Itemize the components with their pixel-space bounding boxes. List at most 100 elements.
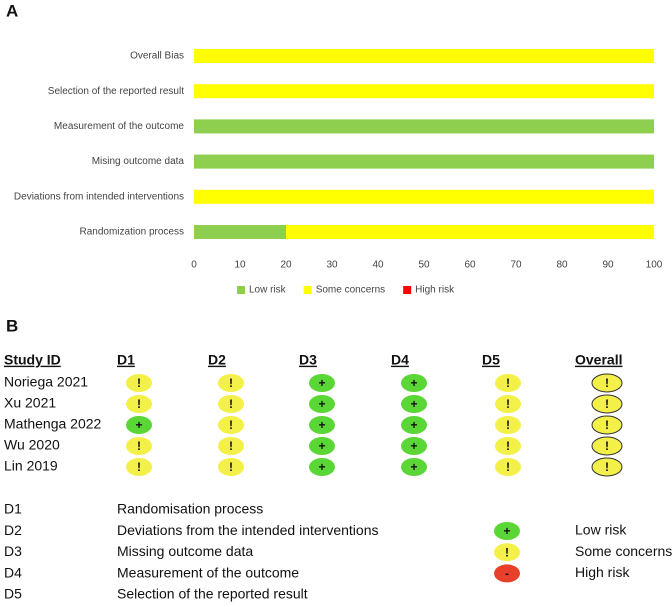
domain-text: Measurement of the outcome: [117, 564, 299, 580]
domain-code: D4: [4, 564, 22, 580]
domain-text: Selection of the reported result: [117, 586, 308, 602]
bar-segment: [286, 225, 654, 239]
bar-segment: [194, 84, 654, 99]
judgement-text: !: [605, 439, 609, 453]
table-header: Overall: [575, 352, 622, 368]
domain-code: D5: [4, 586, 22, 602]
y-tick-label: Selection of the reported result: [48, 86, 184, 97]
x-tick-label: 10: [234, 260, 246, 271]
judgement-text: !: [506, 460, 510, 474]
study-id: Mathenga 2022: [4, 416, 102, 432]
judgement-symbol: [401, 437, 427, 455]
domain-code: D1: [4, 501, 22, 517]
bar-segment: [194, 154, 654, 169]
judgement-text: -: [505, 567, 509, 581]
judgement-symbol: [401, 374, 427, 392]
judgement-label: Some concerns: [575, 543, 672, 559]
x-tick-label: 60: [464, 260, 476, 271]
legend-label: High risk: [415, 285, 455, 296]
judgement-text: !: [137, 376, 141, 390]
y-tick-label: Randomization process: [80, 227, 185, 238]
judgement-symbol: [218, 416, 244, 434]
judgement-symbol: [495, 458, 521, 476]
legend-swatch: [303, 286, 312, 294]
judgement-text: +: [410, 418, 417, 432]
legend-swatch: [403, 286, 412, 294]
judgement-text: !: [506, 439, 510, 453]
judgement-text: !: [605, 376, 609, 390]
judgement-text: !: [506, 397, 510, 411]
judgement-text: !: [605, 460, 609, 474]
judgement-symbol: [126, 416, 152, 434]
x-tick-label: 20: [280, 260, 292, 271]
judgement-text: +: [318, 460, 325, 474]
judgement-symbol: [218, 395, 244, 413]
study-id: Noriega 2021: [4, 374, 88, 390]
judgement-text: +: [318, 418, 325, 432]
judgement-symbol: [309, 437, 335, 455]
judgement-text: +: [318, 376, 325, 390]
judgement-text: !: [229, 418, 233, 432]
judgement-text: !: [137, 397, 141, 411]
table-header: Study ID: [4, 352, 61, 368]
x-tick-label: 70: [510, 260, 522, 271]
y-tick-label: Deviations from intended interventions: [14, 191, 184, 202]
judgement-text: !: [605, 418, 609, 432]
judgement-symbol: [494, 564, 520, 583]
judgement-text: +: [135, 418, 142, 432]
judgement-symbol: [591, 373, 623, 393]
judgement-symbol: [494, 522, 520, 540]
table-header: D2: [208, 352, 226, 368]
table-header: D1: [117, 352, 135, 368]
y-tick-label: Mising outcome data: [92, 156, 185, 167]
judgement-text: +: [410, 397, 417, 411]
judgement-text: +: [410, 439, 417, 453]
judgement-text: !: [229, 460, 233, 474]
judgement-text: +: [410, 460, 417, 474]
y-tick-label: Overall Bias: [130, 51, 184, 62]
judgement-text: !: [506, 418, 510, 432]
judgement-symbol: [126, 395, 152, 413]
judgement-symbol: [495, 374, 521, 392]
judgement-text: +: [318, 439, 325, 453]
judgement-symbol: [494, 543, 520, 562]
judgement-symbol: [126, 458, 152, 476]
judgement-text: +: [318, 397, 325, 411]
judgement-text: !: [605, 397, 609, 411]
judgement-symbol: [218, 437, 244, 455]
judgement-text: !: [229, 397, 233, 411]
x-tick-label: 90: [602, 260, 614, 271]
domain-code: D2: [4, 522, 22, 538]
bar-segment: [194, 119, 654, 134]
judgement-symbol: [218, 374, 244, 392]
bar-segment: [194, 225, 286, 239]
judgement-text: !: [137, 439, 141, 453]
judgement-text: !: [505, 545, 509, 559]
judgement-symbol: [495, 437, 521, 455]
judgement-symbol: [591, 415, 623, 435]
judgement-text: !: [137, 460, 141, 474]
judgement-text: !: [229, 376, 233, 390]
legend-swatch: [237, 286, 245, 294]
judgement-text: !: [229, 439, 233, 453]
panel-label: A: [6, 1, 18, 20]
table-header: D5: [482, 352, 500, 368]
judgement-symbol: [591, 436, 623, 456]
judgement-symbol: [309, 395, 335, 413]
x-tick-label: 40: [372, 260, 384, 271]
domain-text: Missing outcome data: [117, 543, 253, 559]
table-header: D3: [299, 352, 317, 368]
x-tick-label: 30: [326, 260, 338, 271]
legend-label: Low risk: [249, 285, 287, 296]
judgement-symbol: [126, 374, 152, 392]
domain-text: Randomisation process: [117, 501, 263, 517]
table-header: D4: [391, 352, 409, 368]
judgement-symbol: [495, 416, 521, 434]
judgement-text: +: [503, 524, 510, 538]
judgement-text: +: [410, 376, 417, 390]
judgement-symbol: [126, 437, 152, 455]
bar-segment: [194, 189, 654, 204]
judgement-symbol: [309, 416, 335, 434]
judgement-text: !: [506, 376, 510, 390]
